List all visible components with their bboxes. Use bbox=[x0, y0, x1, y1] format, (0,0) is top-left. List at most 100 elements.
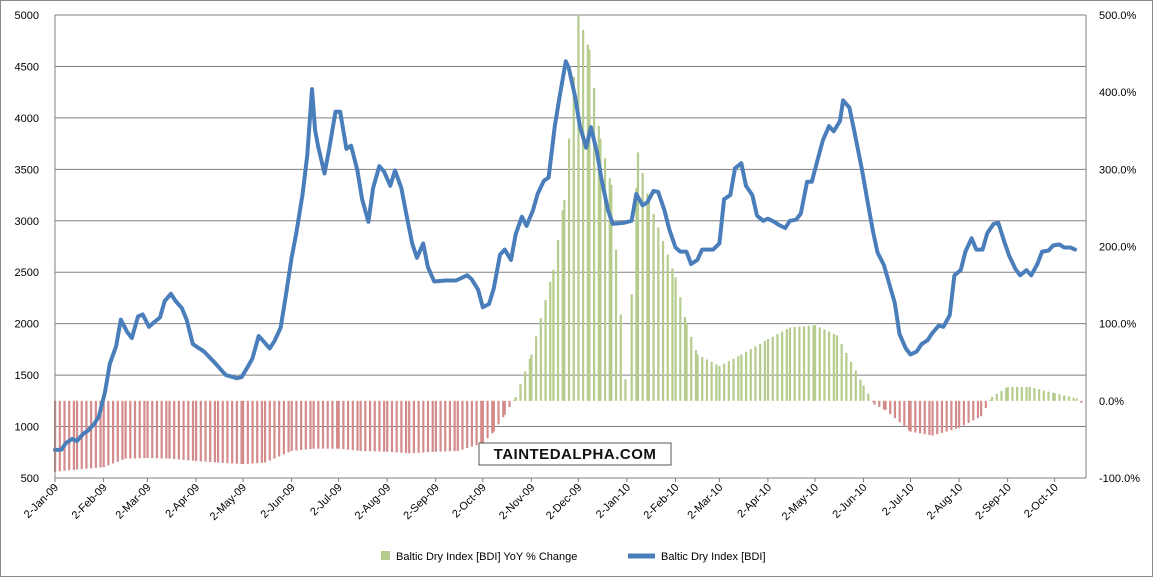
bar bbox=[524, 371, 527, 401]
bar bbox=[216, 400, 220, 463]
bar bbox=[882, 400, 886, 410]
y-tick-label-left: 4500 bbox=[15, 61, 39, 73]
bar bbox=[630, 294, 633, 401]
bar bbox=[204, 400, 207, 462]
bar bbox=[732, 358, 735, 401]
bar bbox=[68, 400, 71, 471]
bar bbox=[138, 400, 141, 459]
bar bbox=[685, 323, 688, 401]
bar bbox=[251, 400, 254, 464]
bar bbox=[530, 354, 533, 401]
bar bbox=[246, 400, 249, 464]
bar bbox=[828, 331, 831, 401]
bar bbox=[954, 400, 958, 429]
bar bbox=[383, 400, 386, 452]
bar bbox=[1028, 386, 1031, 401]
bar bbox=[373, 400, 376, 452]
bar bbox=[597, 125, 600, 401]
bar bbox=[636, 152, 640, 401]
bar bbox=[75, 400, 79, 470]
bar bbox=[422, 400, 425, 453]
bar bbox=[976, 400, 980, 418]
bar bbox=[336, 400, 339, 449]
bar bbox=[508, 400, 511, 408]
bar bbox=[674, 277, 677, 401]
bar bbox=[723, 363, 726, 401]
bar bbox=[647, 200, 651, 401]
bar bbox=[884, 400, 887, 411]
bar bbox=[165, 400, 168, 459]
bar bbox=[390, 400, 394, 453]
bar bbox=[862, 385, 865, 401]
bar bbox=[840, 344, 843, 401]
bar bbox=[290, 400, 293, 451]
bar bbox=[878, 400, 881, 408]
bar bbox=[849, 361, 853, 401]
bar bbox=[368, 400, 372, 452]
bar bbox=[502, 400, 505, 418]
bar bbox=[213, 400, 217, 463]
y-axis-left-labels: 500 1000 1500 2000 2500 3000 3500 4000 4500 5000 bbox=[15, 10, 39, 485]
y-tick-label-right: 100.0% bbox=[1099, 319, 1137, 331]
bar bbox=[444, 400, 447, 452]
bar bbox=[256, 400, 259, 464]
bar bbox=[299, 400, 303, 450]
bar bbox=[295, 400, 298, 451]
bar bbox=[737, 356, 740, 401]
bar bbox=[586, 44, 589, 401]
y-tick-label-left: 5000 bbox=[15, 10, 39, 22]
bar bbox=[90, 400, 93, 469]
bar bbox=[326, 400, 329, 449]
bar bbox=[771, 336, 774, 401]
bar bbox=[781, 331, 784, 401]
bar bbox=[798, 326, 801, 401]
bar bbox=[116, 400, 119, 462]
y-tick-label-left: 500 bbox=[21, 473, 39, 485]
bar bbox=[832, 333, 835, 401]
y-tick-label-left: 2500 bbox=[15, 267, 39, 279]
bar bbox=[657, 227, 660, 401]
bar bbox=[111, 400, 115, 464]
bar bbox=[1000, 390, 1003, 401]
bar bbox=[718, 366, 721, 401]
bar bbox=[818, 327, 821, 401]
bar bbox=[940, 400, 944, 433]
bar bbox=[321, 400, 325, 449]
bar bbox=[400, 400, 403, 453]
bar bbox=[945, 400, 948, 432]
bar bbox=[1011, 386, 1014, 401]
bar bbox=[426, 400, 430, 453]
bar bbox=[754, 346, 757, 401]
bar bbox=[599, 138, 602, 401]
bar bbox=[845, 352, 848, 401]
bar bbox=[475, 400, 478, 446]
bar bbox=[58, 400, 61, 472]
bar bbox=[871, 400, 875, 402]
legend-bar-label: Baltic Dry Index [BDI] YoY % Change bbox=[396, 551, 577, 563]
bar bbox=[563, 200, 566, 401]
bar bbox=[893, 400, 897, 419]
bar bbox=[268, 400, 271, 461]
bar bbox=[727, 361, 730, 401]
bar bbox=[404, 400, 408, 454]
bar bbox=[931, 400, 934, 436]
bar bbox=[497, 400, 500, 425]
bar bbox=[519, 384, 522, 401]
bar bbox=[766, 339, 770, 401]
y-tick-label-right: 500.0% bbox=[1099, 10, 1137, 22]
bar bbox=[914, 400, 917, 433]
bar bbox=[378, 400, 381, 452]
bar bbox=[63, 400, 66, 471]
bar bbox=[209, 400, 212, 463]
bar bbox=[679, 297, 682, 401]
bar bbox=[683, 317, 687, 401]
bar bbox=[1020, 386, 1023, 401]
bar bbox=[195, 400, 198, 462]
bar bbox=[168, 400, 171, 459]
bar bbox=[417, 400, 420, 453]
bar bbox=[793, 327, 796, 401]
bar bbox=[572, 76, 575, 401]
bar bbox=[351, 400, 354, 451]
